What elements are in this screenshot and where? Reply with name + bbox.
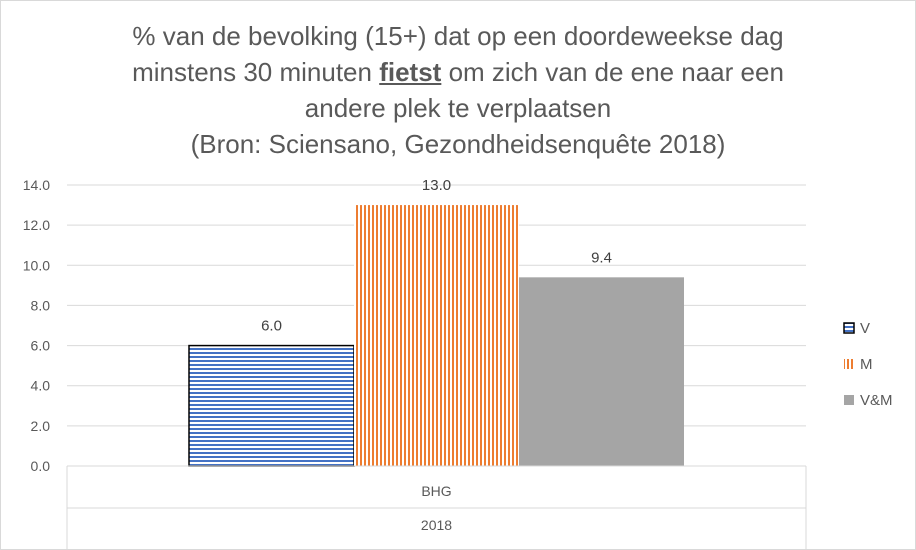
title-line-4: (Bron: Sciensano, Gezondheidsenquête 201… [190,129,726,159]
legend-swatch [843,322,855,334]
y-tick-label: 2.0 [31,418,51,434]
x-axis: BHG 2018 [66,465,807,550]
bar-v [188,344,355,467]
legend-item: M [843,346,893,382]
title-emphasis: fietst [379,57,442,87]
y-tick-label: 8.0 [31,297,51,313]
data-label: 9.4 [591,249,612,266]
title-line-3: andere plek te verplaatsen [304,93,612,123]
title-line-1: % van de bevolking (15+) dat op een door… [132,21,784,51]
chart-title: % van de bevolking (15+) dat op een door… [0,18,916,162]
data-label: 13.0 [422,177,451,194]
bar-vandm [519,277,684,466]
y-tick-label: 10.0 [23,257,50,273]
y-tick-label: 0.0 [31,458,51,474]
data-labels: 6.0 13.0 9.4 [261,177,612,335]
x-category-label: BHG [421,483,451,499]
bars [188,205,684,467]
bar-m [354,205,519,467]
legend-label: V [860,319,871,337]
legend-item: V&M [843,382,893,418]
y-tick-label: 6.0 [31,338,51,354]
legend-label: M [860,355,873,373]
legend-swatch [844,359,854,369]
y-tick-label: 14.0 [23,177,50,193]
y-tick-label: 12.0 [23,217,50,233]
legend-swatch [844,395,854,405]
data-label: 6.0 [261,318,282,335]
legend-label: V&M [860,391,893,409]
x-group-label: 2018 [421,517,452,533]
y-axis-ticks: 0.0 2.0 4.0 6.0 8.0 10.0 12.0 14.0 [23,177,50,474]
legend-item: V [843,310,893,346]
title-line-2: minstens 30 minuten fietst om zich van d… [132,57,784,87]
y-tick-label: 4.0 [31,378,51,394]
legend: V M V&M [843,310,893,418]
